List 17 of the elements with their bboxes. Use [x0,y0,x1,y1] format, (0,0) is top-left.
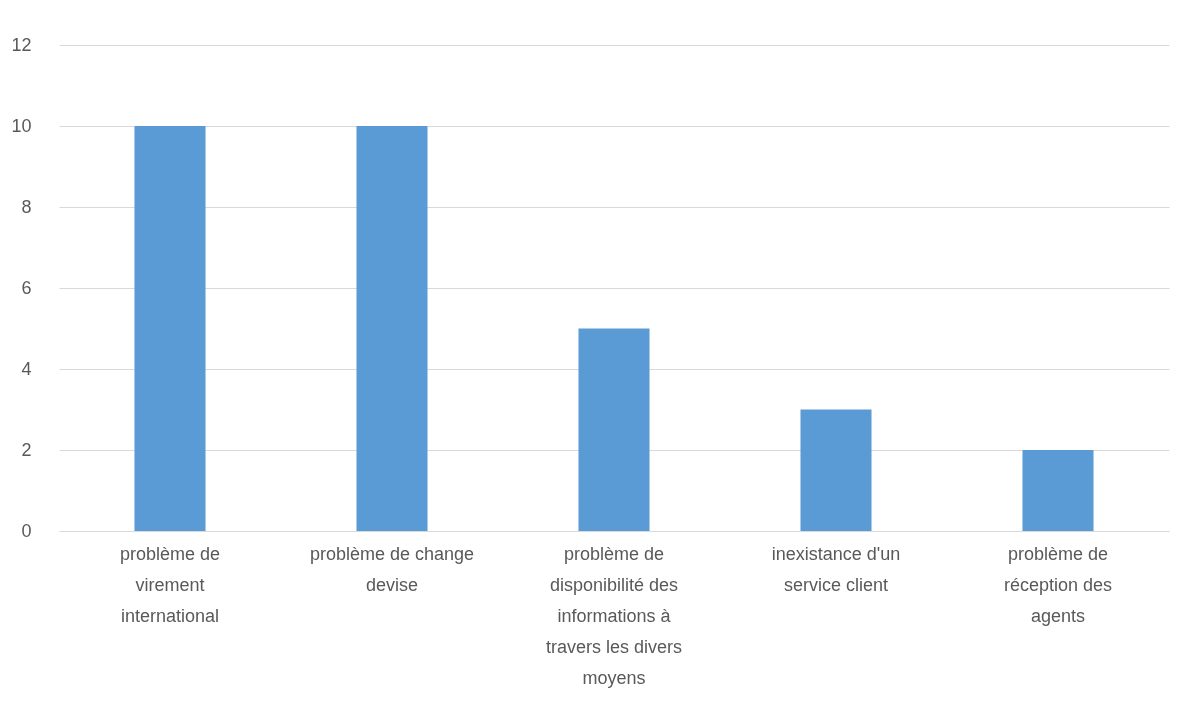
x-tick-label: problème de virement international [119,543,221,626]
y-tick-label: 10 [11,115,32,136]
y-tick-label: 6 [21,277,32,298]
bar [578,328,650,531]
bar [1022,450,1094,531]
bar [134,126,206,531]
y-tick-label: 0 [21,520,32,541]
y-tick-label: 12 [11,34,32,55]
bar [356,126,428,531]
y-tick-label: 8 [21,196,32,217]
x-tick-label: problème de disponibilité des informations à travers les divers moyens [545,543,683,688]
y-tick-label: 2 [21,439,32,460]
x-tick-label: problème de réception des agents [1003,543,1113,626]
y-tick-label: 4 [21,358,32,379]
x-tick-label: problème de change devise [309,543,475,595]
x-tick-label: inexistance d'un service client [771,543,901,595]
bar [800,409,872,531]
